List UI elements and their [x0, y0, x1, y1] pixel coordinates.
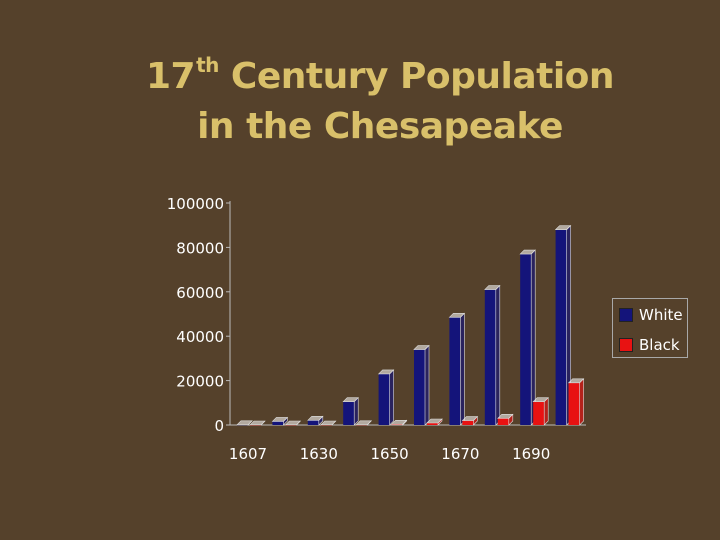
bar-side: [543, 396, 549, 426]
bar-top: [426, 418, 443, 424]
bar-front: [568, 382, 580, 425]
bar-top: [342, 397, 359, 402]
bar-white: [519, 249, 536, 426]
bar-white: [271, 416, 289, 426]
chart-tick-labels: 0 20000 40000 60000 80000 100000 1607 1630 1650 1…: [167, 195, 551, 463]
bar-front: [391, 424, 403, 425]
bar-front: [533, 401, 545, 425]
bar-top: [567, 378, 585, 384]
chart-bars: [236, 224, 585, 426]
bar-side: [353, 396, 359, 426]
x-tick-label: 1690: [512, 445, 550, 463]
bar-front: [484, 289, 496, 425]
bar-top: [355, 420, 372, 426]
bar-top: [377, 369, 395, 375]
bar-white: [554, 224, 572, 426]
bar-side: [530, 249, 536, 426]
bar-white: [342, 396, 359, 426]
bar-black: [426, 418, 443, 426]
bar-top: [249, 420, 266, 426]
bar-white: [307, 415, 324, 426]
y-tick-label: 100000: [167, 195, 224, 213]
legend-swatch-black: [619, 338, 633, 352]
bar-front: [414, 349, 425, 425]
x-tick-label: 1630: [300, 445, 338, 463]
bar-front: [307, 420, 319, 425]
bar-white: [413, 344, 430, 426]
bar-top: [519, 249, 536, 255]
legend-item-black: Black: [619, 335, 680, 355]
bar-white: [484, 284, 501, 426]
legend-swatch-white: [619, 308, 633, 322]
bar-black: [320, 420, 337, 426]
y-tick-label: 20000: [176, 373, 224, 391]
bar-top: [484, 285, 501, 290]
bar-front: [555, 229, 567, 425]
bar-side: [460, 312, 465, 426]
y-tick-label: 0: [214, 417, 224, 435]
bar-top: [390, 420, 408, 425]
bar-top: [413, 345, 430, 350]
title-line-2: in the Chesapeake: [197, 106, 563, 147]
y-tick-label: 60000: [176, 284, 224, 302]
x-tick-label: 1670: [441, 445, 479, 463]
bar-top: [271, 417, 289, 422]
bar-top: [532, 397, 549, 402]
bar-black: [390, 419, 408, 426]
bar-top: [284, 420, 302, 426]
bar-top: [554, 225, 572, 230]
bar-front: [462, 420, 474, 425]
bar-top: [320, 420, 337, 426]
bar-front: [343, 401, 355, 425]
bar-front: [449, 317, 461, 425]
bar-white: [377, 369, 395, 426]
chart-title: 17th Century Population in the Chesapeak…: [0, 40, 720, 152]
bar-black: [284, 420, 302, 426]
bar-side: [579, 378, 584, 426]
bar-white: [236, 420, 253, 426]
bar-top: [236, 420, 253, 426]
bar-top: [307, 416, 324, 421]
bar-top: [497, 414, 514, 419]
bar-front: [427, 423, 438, 425]
bar-black: [532, 396, 549, 426]
bar-white: [448, 312, 466, 426]
bar-front: [378, 373, 390, 425]
bar-black: [355, 420, 372, 426]
bar-front: [520, 254, 532, 425]
legend: White Black: [612, 298, 688, 358]
bar-black: [249, 420, 266, 426]
bar-front: [272, 421, 284, 425]
x-tick-label: 1607: [229, 445, 267, 463]
bar-front: [497, 418, 509, 425]
bar-black: [567, 378, 585, 426]
title-line-1: 17th Century Population: [145, 53, 615, 97]
bar-side: [389, 369, 394, 426]
bar-side: [495, 284, 501, 426]
bar-top: [448, 313, 466, 318]
bar-black: [497, 413, 514, 426]
legend-item-white: White: [619, 305, 683, 325]
x-tick-label: 1650: [371, 445, 409, 463]
y-tick-label: 80000: [176, 239, 224, 257]
bar-top: [461, 416, 479, 421]
y-tick-label: 40000: [176, 328, 224, 346]
bar-black: [461, 415, 479, 426]
bar-side: [424, 344, 430, 426]
